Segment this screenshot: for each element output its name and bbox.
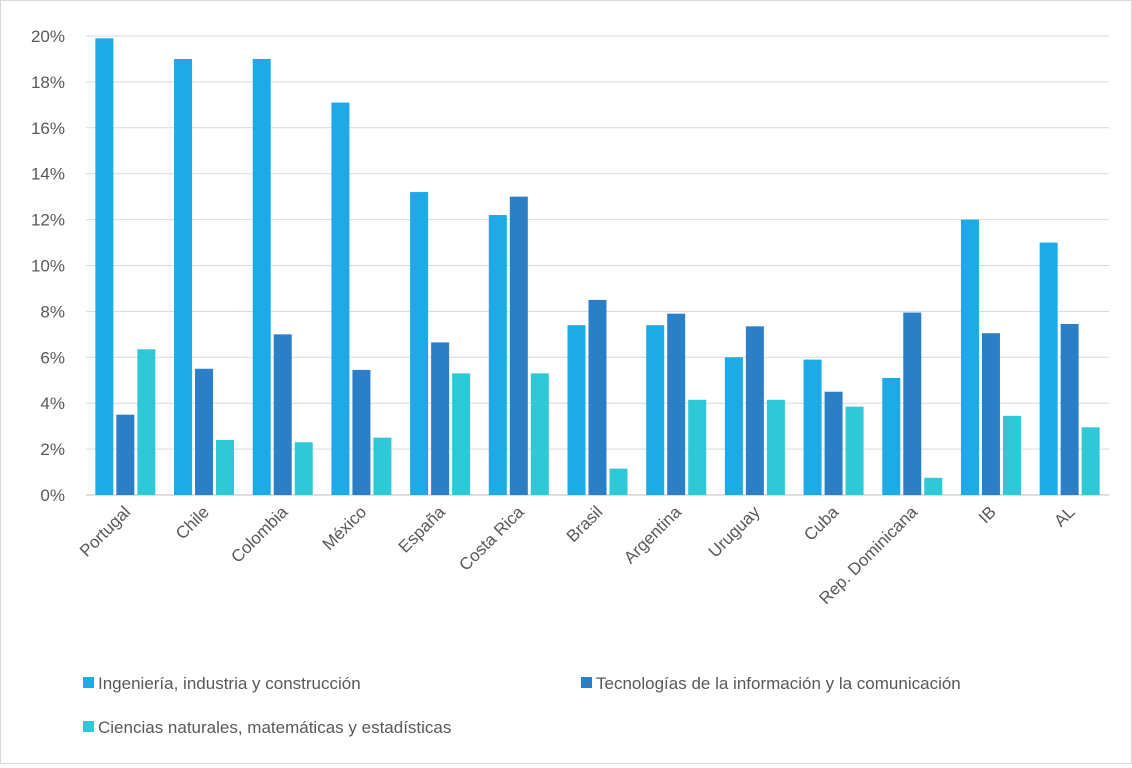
bar-cuba-s1 xyxy=(803,359,822,495)
bar-ib-s1 xyxy=(960,219,979,495)
y-axis-tick-labels: 0% 2% 4% 6% 8% 10% 12% 14% 16% 18% 20% xyxy=(31,27,65,505)
bar-costa-rica-s3 xyxy=(530,373,549,495)
bars xyxy=(95,38,1100,496)
y-tick-label: 20% xyxy=(31,27,65,46)
bar-cuba-s2 xyxy=(824,391,843,495)
bar-chile-s1 xyxy=(174,58,193,495)
bar-espa-a-s1 xyxy=(410,192,429,495)
y-tick-label: 8% xyxy=(40,302,65,321)
x-category-label: Colombia xyxy=(227,502,292,567)
bar-rep-dominicana-s1 xyxy=(882,377,901,495)
y-tick-label: 2% xyxy=(40,440,65,459)
x-category-label: Chile xyxy=(172,502,213,543)
x-category-label: Brasil xyxy=(563,502,606,545)
bar-colombia-s3 xyxy=(294,442,313,495)
bar-al-s1 xyxy=(1039,242,1058,495)
bar-rep-dominicana-s3 xyxy=(924,477,943,495)
y-tick-label: 18% xyxy=(31,73,65,92)
bar-colombia-s2 xyxy=(273,334,292,495)
legend-swatch xyxy=(581,677,592,688)
y-tick-label: 6% xyxy=(40,348,65,367)
bar-al-s2 xyxy=(1060,324,1079,495)
bar-argentina-s1 xyxy=(646,325,665,495)
bar-brasil-s3 xyxy=(609,468,628,495)
x-axis-category-labels: Portugal Chile Colombia México España Costa R… xyxy=(76,502,1079,608)
x-category-label: México xyxy=(319,502,371,554)
bar-m-xico-s3 xyxy=(373,437,392,495)
x-category-label: Portugal xyxy=(76,502,134,560)
x-category-label: Argentina xyxy=(620,502,685,567)
bar-argentina-s3 xyxy=(688,399,707,495)
x-category-label: IB xyxy=(975,502,1000,527)
x-category-label: Cuba xyxy=(800,502,843,545)
legend: Ingeniería, industria y construcción Tecn… xyxy=(83,674,961,737)
bar-espa-a-s2 xyxy=(431,342,450,495)
y-tick-label: 10% xyxy=(31,257,65,276)
x-category-label: Uruguay xyxy=(705,502,764,561)
bar-portugal-s2 xyxy=(116,414,135,495)
y-tick-label: 16% xyxy=(31,119,65,138)
bar-colombia-s1 xyxy=(252,58,271,495)
bar-brasil-s1 xyxy=(567,325,586,495)
y-tick-label: 0% xyxy=(40,486,65,505)
y-tick-label: 4% xyxy=(40,394,65,413)
bar-uruguay-s3 xyxy=(766,399,785,495)
legend-swatch xyxy=(83,677,94,688)
x-category-label: España xyxy=(395,502,450,557)
bar-ib-s2 xyxy=(981,333,1000,495)
bar-costa-rica-s1 xyxy=(488,215,507,495)
x-category-label: Costa Rica xyxy=(455,502,528,575)
bar-ib-s3 xyxy=(1002,415,1021,495)
legend-label: Tecnologías de la información y la comun… xyxy=(596,674,961,693)
bar-uruguay-s2 xyxy=(745,326,764,495)
bar-espa-a-s3 xyxy=(452,373,471,495)
bar-argentina-s2 xyxy=(667,313,686,495)
y-tick-label: 12% xyxy=(31,211,65,230)
bar-portugal-s1 xyxy=(95,38,114,496)
bar-chile-s3 xyxy=(216,439,235,495)
bar-brasil-s2 xyxy=(588,299,607,495)
bar-uruguay-s1 xyxy=(724,357,743,495)
legend-label: Ingeniería, industria y construcción xyxy=(98,674,361,693)
bar-cuba-s3 xyxy=(845,406,864,495)
y-tick-label: 14% xyxy=(31,165,65,184)
bar-m-xico-s2 xyxy=(352,369,371,495)
bar-costa-rica-s2 xyxy=(509,196,528,495)
bar-portugal-s3 xyxy=(137,349,156,495)
bar-m-xico-s1 xyxy=(331,102,350,496)
bar-al-s3 xyxy=(1081,427,1100,495)
legend-swatch xyxy=(83,721,94,732)
bar-chile-s2 xyxy=(195,368,214,495)
legend-label: Ciencias naturales, matemáticas y estadí… xyxy=(98,718,451,737)
bar-rep-dominicana-s2 xyxy=(903,312,922,495)
x-category-label: AL xyxy=(1050,502,1078,530)
